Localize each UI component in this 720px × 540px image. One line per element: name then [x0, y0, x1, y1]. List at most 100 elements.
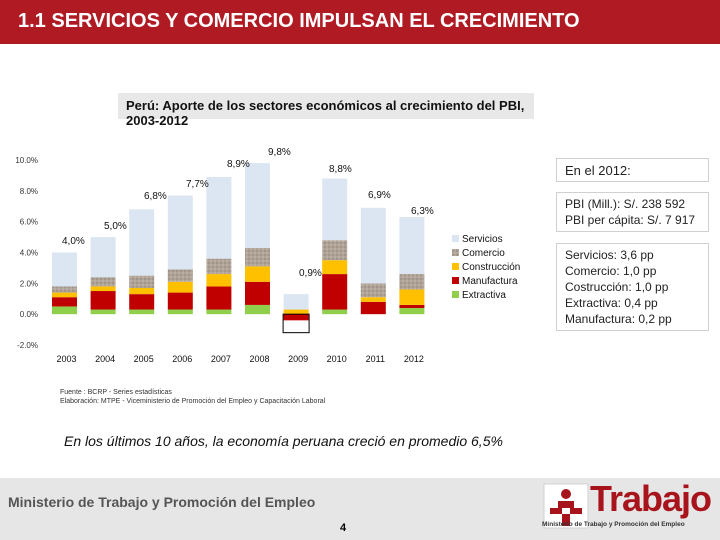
bar-construcción-2006	[167, 281, 193, 293]
bar-construcción-2004	[90, 286, 116, 292]
legend-swatch-construcción	[452, 263, 459, 270]
bar-extractiva-2007	[206, 309, 232, 315]
info-pbi-box: PBI (Mill.): S/. 238 592 PBI per cápita:…	[556, 192, 709, 232]
total-label-2005: 6,8%	[144, 191, 167, 202]
total-label-2008: 9,8%	[268, 147, 291, 158]
x-tick-label: 2004	[95, 354, 115, 364]
contrib-extractiva: Extractiva: 0,4 pp	[565, 296, 658, 310]
bar-extractiva-2012	[399, 308, 425, 315]
bar-construcción-2009	[283, 309, 309, 315]
stacked-bar-chart: -2.0% 0.0% 2.0% 4.0% 6.0% 8.0% 10.0% 2003 2004 20…	[15, 147, 520, 364]
bar-servicios-2011	[360, 207, 386, 284]
logo-word: Trabajo	[590, 478, 712, 519]
total-label-2009: 0,9%	[299, 268, 322, 279]
y-tick-label: -2.0%	[17, 341, 38, 350]
trabajo-logo-icon	[543, 483, 589, 529]
source-note: Fuente : BCRP - Series estadísticas Elab…	[60, 388, 325, 406]
bar-construcción-2008	[245, 266, 270, 282]
contrib-servicios: Servicios: 3,6 pp	[565, 248, 654, 262]
conclusion-text: En los últimos 10 años, la economía peru…	[64, 433, 503, 449]
bar-comercio-2005	[129, 275, 155, 288]
x-tick-label: 2006	[172, 354, 192, 364]
info-contrib-box: Servicios: 3,6 pp Comercio: 1,0 pp Costr…	[556, 243, 709, 331]
total-label-2012: 6,3%	[411, 206, 434, 217]
y-tick-label: 10.0%	[15, 156, 38, 165]
bar-comercio-2004	[90, 277, 116, 287]
footer-bar	[0, 478, 720, 540]
bar-manufactura-2008	[245, 281, 270, 305]
x-tick-label: 2008	[249, 354, 269, 364]
bar-servicios-2004	[90, 237, 116, 278]
y-tick-label: 0.0%	[20, 310, 38, 319]
bar-servicios-2007	[206, 176, 232, 259]
bar-extractiva-2004	[90, 309, 116, 315]
bar-comercio-2007	[206, 258, 232, 275]
x-tick-label: 2011	[366, 354, 385, 364]
bar-servicios-2008	[245, 163, 270, 248]
x-tick-label: 2009	[288, 354, 308, 364]
y-tick-label: 2.0%	[20, 279, 38, 288]
bar-construcción-2005	[129, 287, 155, 295]
source-text: Fuente : BCRP - Series estadísticas	[60, 389, 172, 396]
total-label-2011: 6,9%	[368, 190, 391, 201]
legend-label-extractiva: Extractiva	[462, 290, 506, 301]
bar-manufactura-2005	[129, 294, 155, 310]
chart-title: Perú: Aporte de los sectores económicos …	[118, 93, 534, 128]
x-tick-label: 2005	[134, 354, 154, 364]
y-tick-label: 8.0%	[20, 187, 38, 196]
x-tick-label: 2012	[404, 354, 424, 364]
bar-extractiva-2003	[52, 306, 77, 315]
bar-comercio-2003	[52, 286, 77, 293]
bar-construcción-2003	[52, 292, 77, 298]
bar-servicios-2006	[167, 195, 193, 270]
total-label-2010: 8,8%	[329, 164, 352, 175]
legend-label-construcción: Construcción	[462, 262, 520, 273]
logo-subtitle: Ministerio de Trabajo y Promoción del Em…	[542, 521, 685, 528]
bar-construcción-2012	[399, 289, 425, 305]
y-tick-label: 4.0%	[20, 249, 38, 258]
bar-manufactura-2010	[322, 274, 348, 310]
bar-construcción-2011	[360, 297, 386, 302]
bar-extractiva-2010	[322, 309, 348, 315]
info-pbi-capita: PBI per cápita: S/. 7 917	[565, 213, 696, 227]
slide-title: 1.1 SERVICIOS Y COMERCIO IMPULSAN EL CRE…	[0, 0, 720, 44]
legend-swatch-comercio	[452, 249, 459, 256]
info-year-title: En el 2012:	[565, 163, 631, 178]
bar-extractiva-2008	[245, 304, 270, 315]
total-label-2003: 4,0%	[62, 236, 85, 247]
total-label-2004: 5,0%	[104, 221, 127, 232]
bar-manufactura-2009	[283, 314, 309, 321]
bar-construcción-2010	[322, 260, 348, 275]
bar-manufactura-2011	[360, 301, 386, 315]
total-label-2006: 7,7%	[186, 179, 209, 190]
x-tick-label: 2010	[327, 354, 347, 364]
bar-manufactura-2007	[206, 286, 232, 310]
bar-manufactura-2003	[52, 297, 77, 307]
bar-comercio-2010	[322, 240, 348, 261]
ministry-name: Ministerio de Trabajo y Promoción del Em…	[8, 494, 316, 510]
info-year-box: En el 2012:	[556, 158, 709, 182]
bar-construcción-2007	[206, 274, 232, 287]
bar-comercio-2006	[167, 269, 193, 282]
bar-servicios-2012	[399, 217, 425, 275]
legend-swatch-servicios	[452, 235, 459, 242]
bar-manufactura-2012	[399, 304, 425, 308]
y-tick-label: 6.0%	[20, 218, 38, 227]
x-tick-label: 2007	[211, 354, 231, 364]
bar-extractiva-2005	[129, 309, 155, 315]
bar-servicios-2005	[129, 209, 155, 276]
bar-manufactura-2004	[90, 291, 116, 310]
bar-servicios-2009	[283, 294, 309, 310]
legend-swatch-manufactura	[452, 277, 459, 284]
bar-comercio-2008	[245, 247, 270, 267]
bar-servicios-2003	[52, 252, 77, 287]
contrib-construccion: Costrucción: 1,0 pp	[565, 280, 669, 294]
bar-manufactura-2006	[167, 292, 193, 310]
total-label-2007: 8,9%	[227, 159, 250, 170]
contrib-comercio: Comercio: 1,0 pp	[565, 264, 657, 278]
legend-label-servicios: Servicios	[462, 234, 503, 245]
bar-extractiva-2006	[167, 309, 193, 315]
elaboration-text: Elaboración: MTPE - Viceministerio de Pr…	[60, 398, 326, 405]
legend-label-comercio: Comercio	[462, 248, 505, 259]
